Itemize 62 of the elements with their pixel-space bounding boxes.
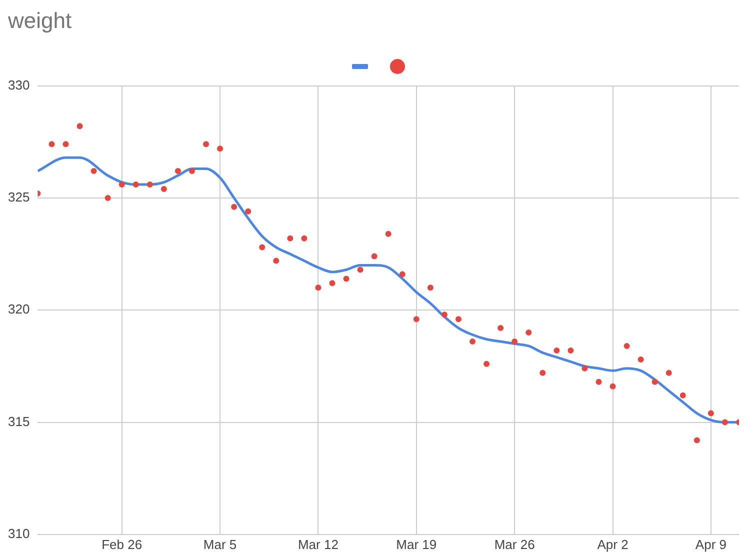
point (357, 266, 364, 273)
y-tick-label: 315 (8, 414, 30, 429)
y-tick-label: 325 (8, 190, 30, 205)
point (526, 330, 532, 336)
x-tick-label: Mar 26 (494, 536, 535, 552)
point (371, 253, 378, 260)
point (273, 258, 280, 264)
point (441, 312, 448, 318)
x-tick-label: Apr 2 (597, 536, 628, 552)
point (694, 437, 700, 444)
point (90, 168, 97, 174)
point (484, 360, 490, 367)
point (287, 235, 294, 242)
point (427, 284, 434, 291)
point (301, 235, 308, 242)
point (217, 146, 224, 152)
point (76, 123, 83, 130)
point (413, 316, 420, 322)
y-tick-label: 320 (8, 302, 30, 317)
point (498, 325, 504, 332)
point (48, 141, 55, 148)
point (708, 410, 714, 416)
point (455, 316, 462, 322)
point (385, 230, 392, 237)
chart-title: weight (8, 8, 72, 34)
point (104, 194, 111, 201)
x-tick-label: Mar 5 (203, 536, 237, 552)
point (259, 244, 266, 250)
point (610, 383, 616, 390)
point (540, 370, 546, 376)
point (554, 347, 560, 354)
point (174, 168, 181, 174)
point (118, 181, 125, 188)
point (160, 186, 167, 192)
point (188, 168, 195, 174)
point (315, 284, 322, 291)
point (568, 347, 574, 354)
point (666, 370, 672, 376)
y-tick-label: 310 (8, 526, 30, 541)
x-tick-label: Mar 12 (298, 536, 338, 552)
point (343, 276, 350, 282)
point (329, 280, 336, 286)
point (722, 419, 728, 426)
point (62, 141, 69, 148)
point (652, 378, 658, 385)
point (512, 338, 518, 344)
point (582, 365, 588, 372)
point (231, 204, 238, 210)
point (624, 342, 630, 349)
x-tick-label: Feb 26 (102, 536, 142, 552)
point (399, 271, 406, 278)
point (203, 141, 210, 148)
point (680, 392, 686, 398)
x-tick-label: Apr 9 (695, 536, 726, 552)
point (245, 208, 252, 214)
point (470, 338, 476, 344)
point (596, 378, 602, 385)
point (132, 181, 139, 188)
y-tick-label: 330 (8, 77, 30, 92)
point (638, 356, 644, 362)
x-tick-label: Mar 19 (396, 536, 437, 552)
point (146, 181, 153, 188)
